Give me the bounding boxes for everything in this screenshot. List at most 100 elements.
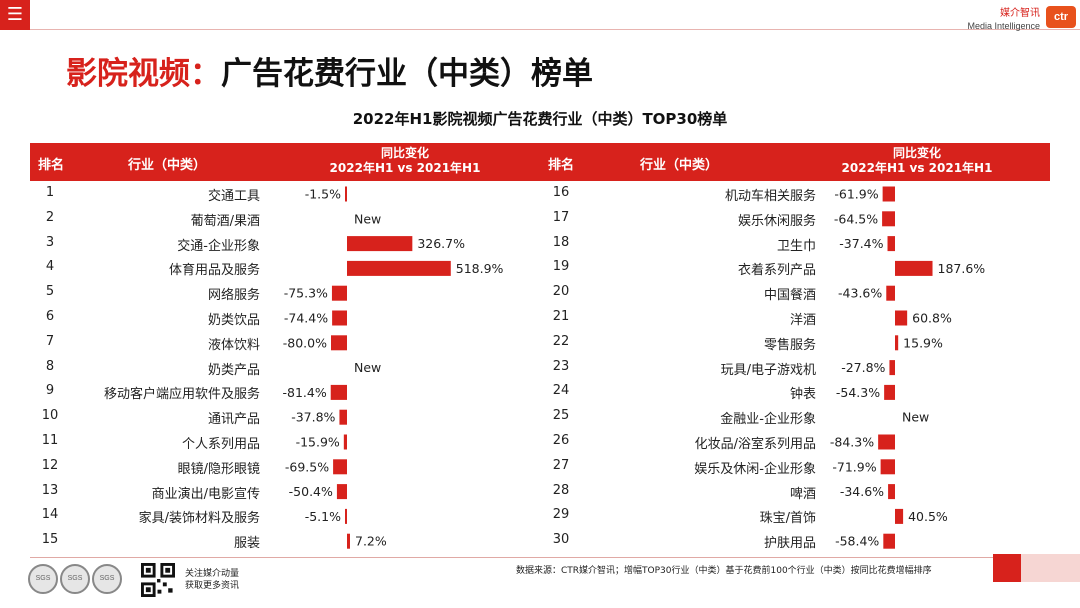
value-label-left: 326.7% <box>417 236 465 251</box>
bar-right <box>886 285 895 301</box>
bar-left <box>347 260 451 276</box>
value-label-left: -5.1% <box>305 509 341 524</box>
bar-left <box>336 484 347 500</box>
header-industry-right: 行业（中类） <box>640 158 719 173</box>
industry-label-left: 个人系列用品 <box>181 437 260 452</box>
industry-label-left: 网络服务 <box>207 288 260 304</box>
value-label-left: -69.5% <box>285 459 329 474</box>
bar-left <box>332 310 347 326</box>
industry-label-left: 奶类饮品 <box>207 313 260 328</box>
industry-label-left: 移动客户端应用软件及服务 <box>103 387 260 403</box>
top-divider <box>30 29 1080 30</box>
header-rank-left: 排名 <box>37 158 64 173</box>
rank-right: 16 <box>552 185 570 200</box>
bar-left <box>347 533 350 549</box>
industry-label-right: 钟表 <box>789 387 816 403</box>
rank-right: 25 <box>552 408 570 424</box>
bar-right <box>895 260 933 276</box>
industry-label-right: 玩具/电子游戏机 <box>720 362 816 378</box>
rank-left: 15 <box>41 532 59 548</box>
value-label-left: -50.4% <box>289 484 333 499</box>
industry-label-left: 液体饮料 <box>207 337 260 353</box>
bar-left <box>345 186 347 202</box>
rank-left: 13 <box>41 482 59 498</box>
page-title-prefix: 影院视频： <box>66 56 221 92</box>
qr-code-icon[interactable] <box>141 563 175 597</box>
rank-right: 27 <box>552 457 570 473</box>
rank-right: 18 <box>552 234 570 250</box>
bar-left <box>333 459 347 475</box>
rank-right: 21 <box>552 309 570 324</box>
bar-right <box>884 384 895 400</box>
header-yoy-left: 同比变化 2022年H1 vs 2021年H1 <box>300 146 510 176</box>
rank-right: 20 <box>552 284 570 300</box>
header-yoy-right: 同比变化 2022年H1 vs 2021年H1 <box>812 146 1022 176</box>
rank-left: 3 <box>45 234 55 250</box>
industry-label-left: 交通-企业形象 <box>177 238 260 254</box>
value-label-right: -58.4% <box>835 534 879 549</box>
brand-name-cn: 媒介智讯 <box>1000 8 1040 19</box>
header-rank-right: 排名 <box>547 158 574 173</box>
certification-seal-icon: SGS <box>92 564 122 594</box>
industry-label-right: 啤酒 <box>789 486 816 502</box>
industry-label-right: 护肤用品 <box>763 536 816 552</box>
value-label-left: 518.9% <box>456 261 504 276</box>
rank-right: 24 <box>552 383 570 399</box>
value-label-right: -61.9% <box>834 187 878 202</box>
bar-left <box>330 384 347 400</box>
value-label-left: -37.8% <box>291 410 335 425</box>
bar-left <box>331 285 347 301</box>
bar-right <box>889 360 895 376</box>
value-label-left: New <box>354 211 381 226</box>
industry-label-right: 娱乐休闲服务 <box>737 213 816 229</box>
ctr-logo: ctr <box>1046 6 1076 28</box>
rank-left: 10 <box>41 408 59 424</box>
page-title-main: 广告花费行业（中类）榜单 <box>221 56 593 92</box>
rank-left: 12 <box>41 457 59 473</box>
bar-right <box>888 484 895 500</box>
source-note: 数据来源：CTR媒介智讯；增幅TOP30行业（中类）基于花费前100个行业（中类… <box>516 566 932 576</box>
header-industry-left: 行业（中类） <box>128 158 207 173</box>
rank-left: 1 <box>45 185 55 200</box>
rank-left: 4 <box>45 259 55 275</box>
follow-line-2: 获取更多资讯 <box>185 581 240 591</box>
value-label-right: -71.9% <box>832 459 876 474</box>
industry-label-right: 衣着系列产品 <box>737 263 816 279</box>
footer-accent-light <box>1021 554 1080 582</box>
value-label-right: -54.3% <box>836 385 880 400</box>
industry-label-left: 交通工具 <box>207 189 260 204</box>
value-label-right: -64.5% <box>834 211 878 226</box>
industry-label-right: 中国餐酒 <box>763 288 816 304</box>
rank-left: 2 <box>45 209 55 225</box>
rank-left: 5 <box>45 284 55 300</box>
value-label-right: 187.6% <box>938 261 986 276</box>
rank-right: 28 <box>552 482 570 498</box>
rank-right: 19 <box>552 259 570 275</box>
industry-label-right: 机动车相关服务 <box>724 189 816 204</box>
bar-right <box>882 211 895 227</box>
value-label-left: -81.4% <box>282 385 326 400</box>
bar-left <box>343 434 347 450</box>
bar-right <box>878 434 895 450</box>
value-label-right: 40.5% <box>908 509 948 524</box>
menu-button[interactable]: ☰ <box>0 0 30 30</box>
value-label-right: -34.6% <box>840 484 884 499</box>
brand-name-en: Media Intelligence <box>967 21 1040 31</box>
rank-right: 29 <box>552 507 570 523</box>
bar-left <box>347 236 413 252</box>
page-title: 影院视频：广告花费行业（中类）榜单 <box>66 48 593 93</box>
industry-label-right: 珠宝/首饰 <box>759 511 816 527</box>
industry-label-left: 家具/装饰材料及服务 <box>138 511 260 527</box>
value-label-right: 15.9% <box>903 335 943 350</box>
bar-right <box>887 236 895 252</box>
header-yoy-right-line1: 同比变化 <box>892 146 941 160</box>
rank-right: 17 <box>552 209 570 225</box>
value-label-left: New <box>354 360 381 375</box>
bar-left <box>345 508 347 524</box>
rank-left: 11 <box>41 433 59 448</box>
value-label-left: -75.3% <box>284 286 328 301</box>
header-yoy-right-line2: 2022年H1 vs 2021年H1 <box>841 161 993 175</box>
rank-right: 22 <box>552 333 570 349</box>
header-yoy-left-line2: 2022年H1 vs 2021年H1 <box>329 161 481 175</box>
